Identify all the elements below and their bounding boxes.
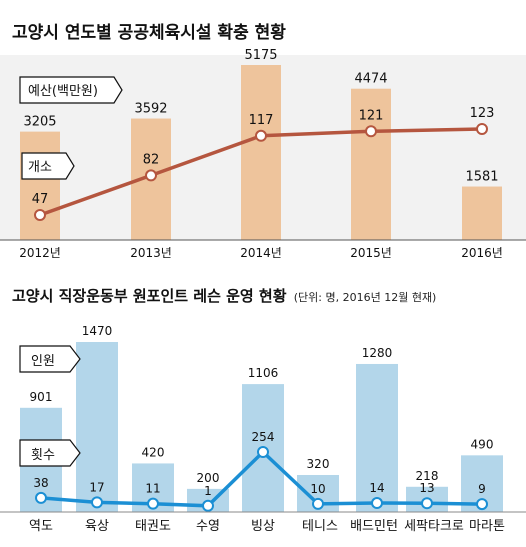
chart-1-point-label-2013년: 82: [143, 152, 160, 167]
chart-1-point-2013년: [145, 169, 157, 182]
chart-1-legend-bar: 예산(백만원): [19, 76, 123, 104]
chart-2-subtitle: (단위: 명, 2016년 12월 현재): [294, 291, 437, 304]
chart-1-point-2014년: [255, 129, 267, 142]
chart-1-bar-2016년: [462, 186, 502, 240]
chart-1-bar-2012년: [20, 131, 60, 240]
chart-2-line: [35, 446, 488, 512]
chart-2-x-tick-역도: 역도: [29, 519, 53, 534]
chart-1-legend-bar-label: 예산(백만원): [28, 84, 98, 99]
chart-1-x-tick-2015년: 2015년: [350, 246, 392, 260]
chart-1-point-2016년: [476, 123, 488, 135]
chart-1-point-2012년: [34, 209, 46, 221]
chart-2-x-tick-육상: 육상: [85, 519, 109, 534]
chart-2-bar-label-육상: 1470: [82, 324, 113, 338]
chart-2-point-세팍타크로: [421, 497, 433, 510]
chart-2-x-tick-배드민턴: 배드민턴: [350, 519, 398, 534]
chart-2-legend-bar-label: 인원: [31, 354, 55, 369]
chart-2-bar-label-세팍타크로: 218: [416, 469, 439, 483]
chart-1-x-tick-2013년: 2013년: [130, 246, 172, 260]
chart-2-point-배드민턴: [371, 497, 383, 510]
chart-1-bar-2015년: [351, 88, 391, 240]
chart-1-x-tick-2012년: 2012년: [19, 246, 61, 260]
chart-2-title-text: 고양시 직장운동부 원포인트 레슨 운영 현황: [12, 287, 287, 305]
chart-2-point-육상: [91, 496, 103, 509]
chart-2-x-tick-마라톤: 마라톤: [469, 519, 505, 534]
chart-2-point-label-배드민턴: 14: [369, 481, 384, 495]
chart-1-x-tick-2016년: 2016년: [461, 246, 503, 260]
chart-2-legend-line-label: 횟수: [31, 448, 55, 463]
chart-2-x-tick-세팍타크로: 세팍타크로: [404, 519, 464, 534]
chart-2-bar-label-테니스: 320: [307, 457, 330, 471]
chart-1-bar-label-2014년: 5175: [244, 48, 277, 63]
chart-2-bar-label-마라톤: 490: [471, 437, 494, 451]
chart-1-line: [34, 123, 488, 221]
chart-2-point-label-수영: 1: [204, 484, 212, 498]
chart-1-point-2015년: [365, 125, 377, 138]
chart-1-legend-line: 개소: [21, 152, 75, 180]
chart-2-x-ticks: 역도 육상 태권도 수영 빙상 테니스 배드민턴 세팍타크로 마라톤: [29, 519, 505, 534]
chart-2-point-label-태권도: 11: [145, 482, 160, 496]
chart-2-point-label-빙상: 254: [252, 430, 275, 444]
chart-2-point-테니스: [312, 497, 324, 510]
chart-1-legend-line-label: 개소: [28, 160, 52, 175]
chart-2: 고양시 직장운동부 원포인트 레슨 운영 현황 (단위: 명, 2016년 12…: [0, 287, 526, 534]
chart-2-title: 고양시 직장운동부 원포인트 레슨 운영 현황 (단위: 명, 2016년 12…: [12, 287, 436, 305]
chart-2-point-label-역도: 38: [33, 476, 48, 490]
chart-1-bar-label-2016년: 1581: [465, 170, 498, 185]
chart-2-point-수영: [202, 499, 214, 512]
chart-2-point-태권도: [147, 497, 159, 510]
chart-2-bar-label-태권도: 420: [142, 445, 165, 459]
chart-1-point-label-2016년: 123: [470, 106, 495, 121]
chart-1-data-labels: 3205 3592 5175 4474 1581 47 82 117 121 123: [23, 48, 498, 207]
chart-2-x-tick-수영: 수영: [196, 519, 220, 534]
chart-1-title: 고양시 연도별 공공체육시설 확충 현황: [12, 23, 286, 43]
chart-1-x-ticks: 2012년 2013년 2014년 2015년 2016년: [19, 246, 503, 260]
chart-1-x-tick-2014년: 2014년: [240, 246, 282, 260]
chart-1-point-label-2015년: 121: [359, 108, 384, 123]
chart-2-x-tick-빙상: 빙상: [251, 519, 275, 534]
chart-2-point-label-육상: 17: [89, 480, 104, 494]
chart-1: 고양시 연도별 공공체육시설 확충 현황 3205 3592 5175 4474 158…: [0, 23, 526, 260]
chart-2-point-역도: [35, 491, 47, 504]
chart-2-bar-label-빙상: 1106: [248, 366, 279, 380]
chart-1-point-label-2014년: 117: [249, 113, 274, 128]
chart-2-point-label-마라톤: 9: [478, 482, 486, 496]
chart-1-bars: [20, 65, 502, 240]
chart-2-legend-line: 횟수: [19, 439, 81, 467]
chart-1-bar-label-2013년: 3592: [134, 102, 167, 117]
chart-1-bar-2014년: [241, 65, 281, 240]
chart-2-bar-육상: [76, 342, 118, 512]
chart-2-point-빙상: [257, 446, 269, 458]
chart-1-bar-label-2015년: 4474: [354, 72, 387, 87]
chart-2-point-label-세팍타크로: 13: [419, 481, 434, 495]
chart-2-x-tick-태권도: 태권도: [135, 519, 171, 534]
chart-2-point-마라톤: [476, 498, 488, 511]
chart-2-bar-label-배드민턴: 1280: [362, 346, 393, 360]
chart-1-bar-label-2012년: 3205: [23, 115, 56, 130]
chart-2-legend-bar: 인원: [19, 345, 81, 373]
chart-2-point-label-테니스: 10: [310, 482, 325, 496]
chart-2-x-tick-테니스: 테니스: [302, 519, 338, 534]
chart-2-bar-배드민턴: [356, 363, 398, 512]
chart-1-point-label-2012년: 47: [32, 192, 49, 207]
chart-2-bar-label-수영: 200: [197, 471, 220, 485]
chart-2-bar-label-역도: 901: [30, 390, 53, 404]
